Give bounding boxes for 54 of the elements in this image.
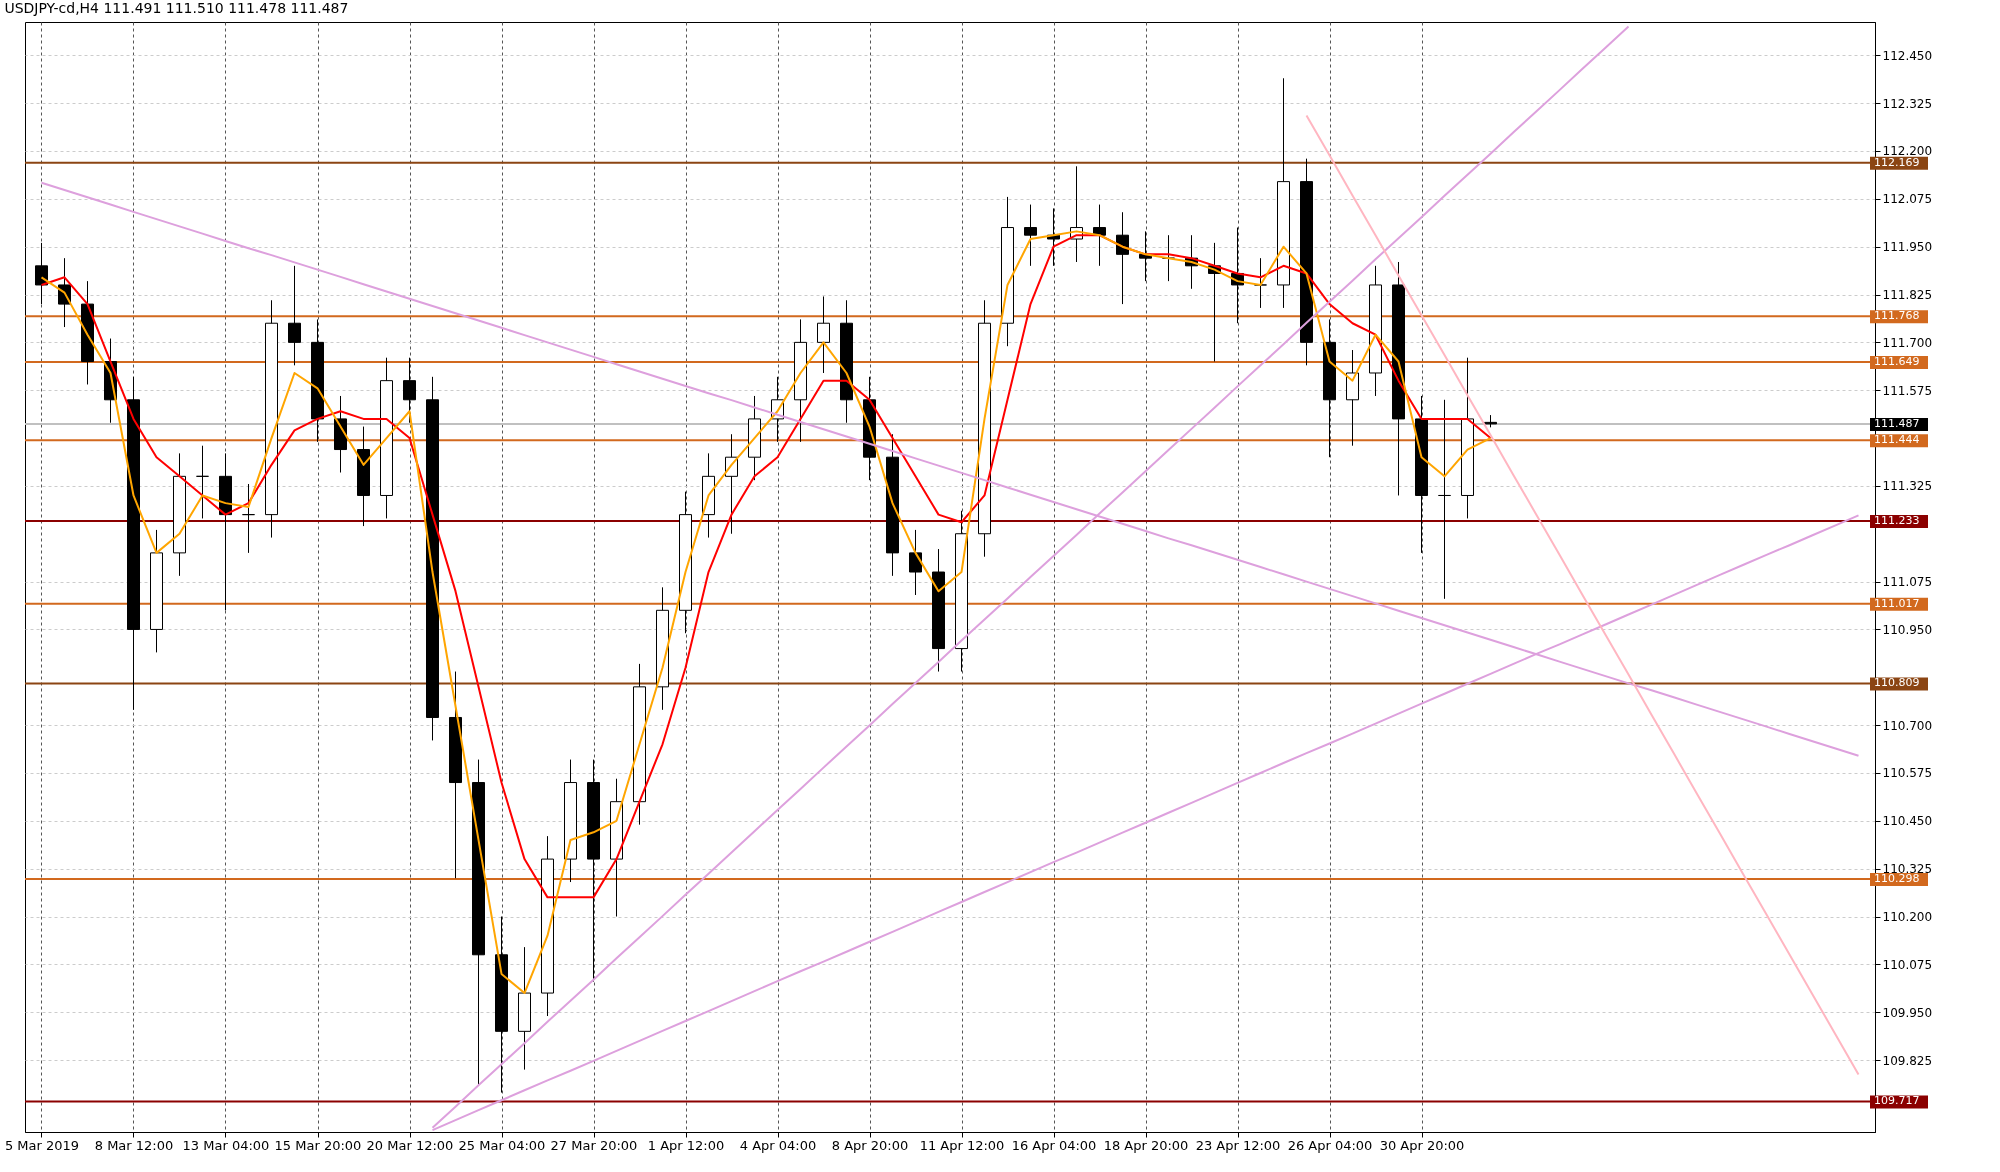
candlestick [1254, 257, 1267, 309]
x-tick-label: 16 Apr 04:00 [1011, 1137, 1097, 1153]
candlestick [817, 295, 830, 374]
ref-line-label: 111.017 [1874, 596, 1920, 610]
x-tick-label: 23 Apr 12:00 [1195, 1137, 1281, 1153]
y-tick-label: 111.575 [1882, 383, 1933, 398]
candlestick [1116, 211, 1129, 305]
x-tick-label: 18 Apr 20:00 [1103, 1137, 1189, 1153]
candlestick [35, 242, 48, 305]
candlestick [403, 357, 416, 424]
x-tick-label: 30 Apr 20:00 [1379, 1137, 1465, 1153]
y-tick-label: 112.450 [1882, 48, 1933, 63]
x-tick-label: 8 Mar 12:00 [94, 1137, 174, 1153]
x-tick-label: 1 Apr 12:00 [647, 1137, 725, 1153]
ref-line-label: 111.444 [1874, 433, 1920, 447]
y-tick-label: 109.825 [1882, 1053, 1933, 1068]
ref-line-label: 110.809 [1874, 676, 1920, 690]
x-tick-label: 15 Mar 20:00 [274, 1137, 362, 1153]
ref-line-label: 111.487 [1874, 416, 1920, 430]
ref-line-label: 111.649 [1874, 354, 1920, 368]
y-tick-label: 110.700 [1882, 718, 1933, 733]
candlestick [909, 529, 922, 596]
y-tick-label: 110.075 [1882, 957, 1933, 972]
x-tick-label: 20 Mar 12:00 [366, 1137, 454, 1153]
y-tick-label: 111.075 [1882, 575, 1933, 590]
y-tick-label: 111.700 [1882, 335, 1933, 350]
ref-line-label: 111.768 [1874, 309, 1920, 323]
x-tick-label: 8 Apr 20:00 [831, 1137, 909, 1153]
candlestick [242, 483, 255, 554]
candlestick [1438, 399, 1451, 600]
y-tick-label: 111.325 [1882, 479, 1933, 494]
x-tick-label: 25 Mar 04:00 [458, 1137, 546, 1153]
x-tick-label: 11 Apr 12:00 [919, 1137, 1005, 1153]
line-series [1305, 114, 1860, 1076]
x-tick-label: 26 Apr 04:00 [1287, 1137, 1373, 1153]
chart-title: USDJPY-cd,H4 111.491 111.510 111.478 111.487 [4, 0, 349, 16]
y-tick-label: 110.200 [1882, 910, 1933, 925]
y-tick-label: 112.075 [1882, 192, 1933, 207]
x-tick-label: 4 Apr 04:00 [739, 1137, 817, 1153]
y-tick-label: 112.325 [1882, 96, 1933, 111]
x-tick-label: 5 Mar 2019 [4, 1137, 80, 1153]
y-tick-label: 111.825 [1882, 288, 1933, 303]
y-tick-label: 110.450 [1882, 814, 1933, 829]
ref-line-label: 109.717 [1874, 1094, 1920, 1108]
x-tick-label: 13 Mar 04:00 [182, 1137, 270, 1153]
y-tick-label: 109.950 [1882, 1005, 1933, 1020]
y-tick-label: 111.950 [1882, 240, 1933, 255]
ref-line-label: 111.233 [1874, 514, 1920, 528]
candlestick [196, 445, 209, 519]
y-tick-label: 110.950 [1882, 622, 1933, 637]
y-tick-label: 110.575 [1882, 766, 1933, 781]
candlestick [1024, 204, 1037, 267]
candlestick [288, 265, 301, 366]
x-tick-label: 27 Mar 20:00 [550, 1137, 638, 1153]
